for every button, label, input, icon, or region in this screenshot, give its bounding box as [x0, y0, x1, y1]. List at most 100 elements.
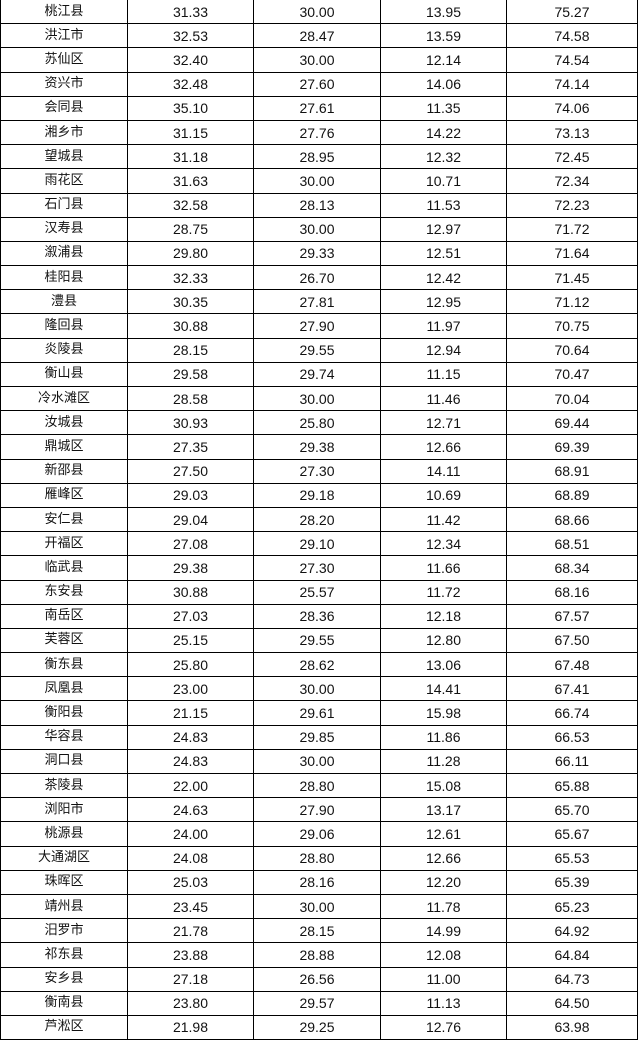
total-score-cell: 65.88 — [506, 772, 638, 799]
score-1-cell: 22.00 — [127, 772, 254, 799]
county-name-cell: 桃源县 — [0, 821, 128, 847]
county-name-cell: 安仁县 — [0, 506, 128, 533]
total-score-cell: 69.39 — [506, 434, 638, 460]
score-2-cell: 29.10 — [253, 531, 381, 557]
total-score-cell: 65.53 — [506, 845, 638, 871]
table-row: 新邵县 27.50 27.30 14.11 68.91 — [0, 458, 638, 484]
total-score-cell: 70.64 — [506, 337, 638, 363]
score-1-cell: 30.88 — [127, 579, 254, 605]
score-2-cell: 29.38 — [253, 434, 381, 460]
table-row: 洞口县 24.83 30.00 11.28 66.11 — [0, 748, 638, 775]
score-2-cell: 25.80 — [253, 410, 381, 436]
score-3-cell: 12.66 — [380, 434, 507, 460]
table-row: 开福区 27.08 29.10 12.34 68.51 — [0, 531, 638, 557]
score-2-cell: 28.47 — [253, 23, 381, 49]
score-3-cell: 14.22 — [380, 119, 507, 146]
total-score-cell: 68.34 — [506, 555, 638, 581]
total-score-cell: 63.98 — [506, 1014, 638, 1041]
table-row: 澧县 30.35 27.81 12.95 71.12 — [0, 289, 638, 315]
table-row: 安仁县 29.04 28.20 11.42 68.66 — [0, 506, 638, 533]
score-1-cell: 25.03 — [127, 869, 254, 895]
score-3-cell: 14.11 — [380, 458, 507, 484]
score-1-cell: 27.08 — [127, 531, 254, 557]
total-score-cell: 69.44 — [506, 410, 638, 436]
score-2-cell: 28.15 — [253, 918, 381, 944]
county-name-cell: 华容县 — [0, 724, 128, 750]
county-name-cell: 雁峰区 — [0, 482, 128, 508]
score-2-cell: 29.85 — [253, 724, 381, 750]
score-3-cell: 11.86 — [380, 724, 507, 750]
table-row: 会同县 35.10 27.61 11.35 74.06 — [0, 95, 638, 121]
score-1-cell: 31.33 — [127, 0, 254, 25]
table-row: 汉寿县 28.75 30.00 12.97 71.72 — [0, 216, 638, 242]
county-name-cell: 衡山县 — [0, 361, 128, 388]
score-2-cell: 28.88 — [253, 942, 381, 968]
county-name-cell: 临武县 — [0, 555, 128, 581]
table-row: 茶陵县 22.00 28.80 15.08 65.88 — [0, 772, 638, 799]
score-3-cell: 12.08 — [380, 942, 507, 968]
score-1-cell: 23.80 — [127, 990, 254, 1016]
score-3-cell: 14.99 — [380, 918, 507, 944]
score-3-cell: 11.00 — [380, 966, 507, 992]
score-1-cell: 29.03 — [127, 482, 254, 508]
score-3-cell: 12.95 — [380, 289, 507, 315]
score-2-cell: 27.60 — [253, 71, 381, 97]
table-row: 桂阳县 32.33 26.70 12.42 71.45 — [0, 265, 638, 291]
table-row: 靖州县 23.45 30.00 11.78 65.23 — [0, 893, 638, 920]
county-name-cell: 会同县 — [0, 95, 128, 121]
table-row: 苏仙区 32.40 30.00 12.14 74.54 — [0, 47, 638, 73]
county-name-cell: 石门县 — [0, 192, 128, 218]
score-1-cell: 32.58 — [127, 192, 254, 218]
score-3-cell: 12.80 — [380, 627, 507, 654]
score-2-cell: 25.57 — [253, 579, 381, 605]
score-3-cell: 13.95 — [380, 0, 507, 25]
score-1-cell: 27.50 — [127, 458, 254, 484]
total-score-cell: 65.39 — [506, 869, 638, 895]
score-3-cell: 12.66 — [380, 845, 507, 871]
score-2-cell: 27.30 — [253, 458, 381, 484]
total-score-cell: 74.06 — [506, 95, 638, 121]
score-1-cell: 27.35 — [127, 434, 254, 460]
table-row: 珠晖区 25.03 28.16 12.20 65.39 — [0, 869, 638, 895]
score-2-cell: 28.80 — [253, 772, 381, 799]
county-name-cell: 隆回县 — [0, 313, 128, 339]
score-3-cell: 11.78 — [380, 893, 507, 920]
score-1-cell: 29.38 — [127, 555, 254, 581]
score-2-cell: 29.18 — [253, 482, 381, 508]
score-2-cell: 28.62 — [253, 652, 381, 678]
table-row: 洪江市 32.53 28.47 13.59 74.58 — [0, 23, 638, 49]
score-3-cell: 14.41 — [380, 676, 507, 702]
score-2-cell: 27.76 — [253, 119, 381, 146]
score-1-cell: 32.33 — [127, 265, 254, 291]
score-2-cell: 27.81 — [253, 289, 381, 315]
county-name-cell: 衡南县 — [0, 990, 128, 1016]
score-3-cell: 12.34 — [380, 531, 507, 557]
county-name-cell: 珠晖区 — [0, 869, 128, 895]
score-1-cell: 28.15 — [127, 337, 254, 363]
score-2-cell: 28.20 — [253, 506, 381, 533]
county-name-cell: 汝城县 — [0, 410, 128, 436]
total-score-cell: 74.58 — [506, 23, 638, 49]
total-score-cell: 68.66 — [506, 506, 638, 533]
county-name-cell: 靖州县 — [0, 893, 128, 920]
table-row: 溆浦县 29.80 29.33 12.51 71.64 — [0, 240, 638, 267]
total-score-cell: 64.84 — [506, 942, 638, 968]
table-row: 安乡县 27.18 26.56 11.00 64.73 — [0, 966, 638, 992]
score-3-cell: 12.20 — [380, 869, 507, 895]
score-1-cell: 30.88 — [127, 313, 254, 339]
score-3-cell: 12.94 — [380, 337, 507, 363]
table-row: 东安县 30.88 25.57 11.72 68.16 — [0, 579, 638, 605]
county-name-cell: 开福区 — [0, 531, 128, 557]
table-row: 汝城县 30.93 25.80 12.71 69.44 — [0, 410, 638, 436]
score-2-cell: 29.55 — [253, 627, 381, 654]
total-score-cell: 67.50 — [506, 627, 638, 654]
table-row: 鼎城区 27.35 29.38 12.66 69.39 — [0, 434, 638, 460]
score-1-cell: 24.83 — [127, 724, 254, 750]
total-score-cell: 72.45 — [506, 144, 638, 170]
score-3-cell: 11.66 — [380, 555, 507, 581]
score-2-cell: 30.00 — [253, 385, 381, 412]
score-2-cell: 28.13 — [253, 192, 381, 218]
total-score-cell: 66.11 — [506, 748, 638, 775]
score-1-cell: 21.98 — [127, 1014, 254, 1041]
